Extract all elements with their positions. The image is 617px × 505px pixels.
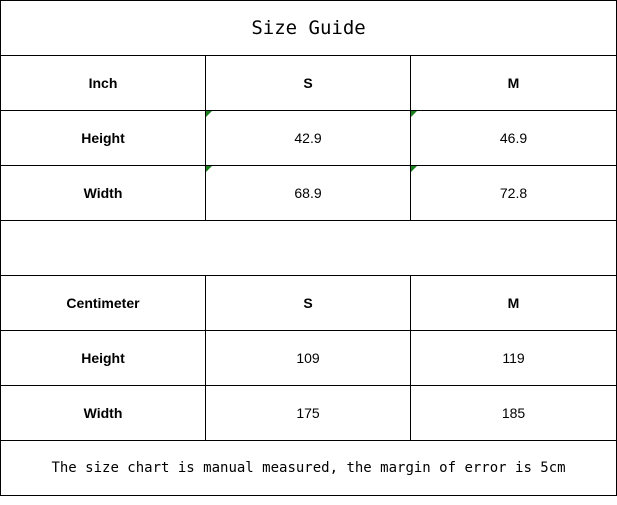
spacer-row (0, 220, 617, 276)
text-marker-icon (411, 111, 417, 117)
inch-width-m: 72.8 (409, 165, 617, 221)
measurement-note: The size chart is manual measured, the m… (0, 440, 617, 496)
inch-header-row: Inch S M (0, 55, 617, 111)
cm-height-m: 119 (409, 330, 617, 386)
text-marker-icon (411, 166, 417, 172)
cell-value: 72.8 (499, 185, 528, 201)
cm-height-s: 109 (205, 330, 411, 386)
table-row: Width 175 185 (0, 385, 617, 441)
row-label: Height (0, 110, 206, 166)
cm-header-s: S (205, 275, 411, 331)
cm-header-row: Centimeter S M (0, 275, 617, 331)
inch-height-m: 46.9 (409, 110, 617, 166)
inch-header: Inch (0, 55, 206, 111)
inch-width-s: 68.9 (205, 165, 411, 221)
cm-width-s: 175 (205, 385, 411, 441)
row-label: Width (0, 165, 206, 221)
cm-width-m: 185 (409, 385, 617, 441)
inch-header-m: M (409, 55, 617, 111)
cell-value: 46.9 (499, 130, 528, 146)
cell-value: 68.9 (294, 185, 322, 201)
text-marker-icon (206, 166, 212, 172)
cell-value: 42.9 (294, 130, 322, 146)
inch-header-s: S (205, 55, 411, 111)
table-row: Width 68.9 72.8 (0, 165, 617, 221)
table-row: Height 42.9 46.9 (0, 110, 617, 166)
row-label: Width (0, 385, 206, 441)
inch-height-s: 42.9 (205, 110, 411, 166)
size-guide-title: Size Guide (0, 0, 617, 56)
row-label: Height (0, 330, 206, 386)
table-row: Height 109 119 (0, 330, 617, 386)
cm-header: Centimeter (0, 275, 206, 331)
text-marker-icon (206, 111, 212, 117)
cm-header-m: M (409, 275, 617, 331)
